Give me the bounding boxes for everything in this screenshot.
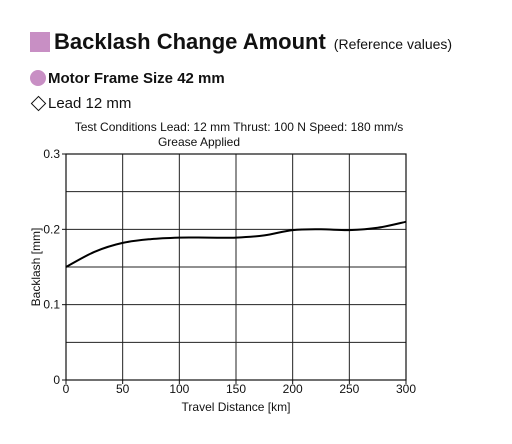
y-tick-label: 0.2 (43, 222, 60, 236)
motor-frame-label: Motor Frame Size 42 mm (48, 69, 225, 87)
x-tick-label: 300 (396, 382, 416, 396)
test-conditions-line1: Test Conditions Lead: 12 mm Thrust: 100 … (74, 120, 404, 134)
motor-frame-heading: Motor Frame Size 42 mm (30, 68, 225, 88)
lead-heading: Lead 12 mm (30, 93, 131, 113)
chart-subtitle: (Reference values) (333, 36, 453, 52)
y-tick-label: 0.3 (43, 147, 60, 161)
x-tick-label: 200 (283, 382, 303, 396)
x-axis-label: Travel Distance [km] (182, 400, 291, 414)
circle-bullet-icon (30, 70, 46, 86)
title-square-icon (30, 32, 50, 52)
x-tick-label: 150 (226, 382, 246, 396)
x-tick-label: 100 (169, 382, 189, 396)
y-axis-label: Backlash [mm] (29, 228, 43, 307)
lead-label: Lead 12 mm (48, 94, 132, 112)
x-tick-label: 250 (339, 382, 359, 396)
chart-title: Backlash Change Amount (54, 29, 326, 54)
test-conditions-line2: Grease Applied (157, 135, 241, 149)
x-tick-label: 50 (116, 382, 130, 396)
x-tick-label: 0 (63, 382, 70, 396)
y-tick-label: 0 (53, 373, 60, 387)
series-line (65, 220, 407, 268)
chart-title-row: Backlash Change Amount (Reference values… (30, 28, 452, 56)
y-tick-label: 0.1 (43, 298, 60, 312)
